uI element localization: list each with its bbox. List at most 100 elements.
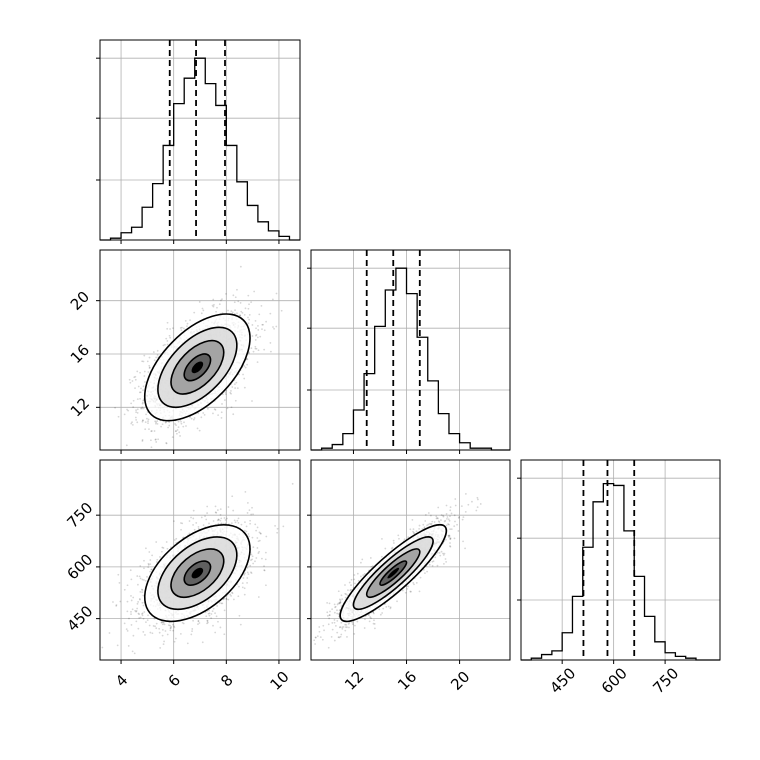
scatter-point bbox=[126, 600, 129, 603]
scatter-point bbox=[247, 533, 250, 535]
scatter-point bbox=[445, 524, 448, 527]
scatter-point bbox=[141, 612, 144, 615]
scatter-point bbox=[255, 333, 258, 336]
scatter-point bbox=[135, 419, 138, 421]
scatter-point bbox=[214, 511, 217, 514]
scatter-point bbox=[141, 438, 144, 441]
scatter-point bbox=[418, 524, 421, 527]
scatter-point bbox=[131, 608, 134, 611]
density-panel-2-3: 12 16 20 bbox=[307, 459, 511, 694]
scatter-point bbox=[248, 318, 251, 321]
scatter-point bbox=[166, 340, 169, 342]
scatter-point bbox=[142, 617, 145, 620]
scatter-point bbox=[144, 428, 147, 431]
scatter-point bbox=[151, 430, 153, 432]
scatter-point bbox=[232, 413, 235, 416]
scatter-point bbox=[143, 375, 146, 377]
density-peak bbox=[191, 567, 204, 579]
scatter-point bbox=[147, 422, 149, 425]
scatter-point bbox=[232, 598, 235, 601]
scatter-point bbox=[346, 594, 349, 597]
scatter-point bbox=[156, 558, 159, 561]
scatter-point bbox=[327, 646, 330, 649]
scatter-point bbox=[442, 552, 444, 555]
scatter-point bbox=[158, 631, 161, 634]
scatter-point bbox=[243, 365, 246, 367]
scatter-point bbox=[216, 306, 218, 309]
scatter-point bbox=[126, 629, 129, 632]
scatter-point bbox=[247, 307, 250, 310]
scatter-point bbox=[175, 537, 178, 540]
scatter-point bbox=[144, 381, 146, 383]
scatter-point bbox=[133, 376, 136, 379]
scatter-point bbox=[141, 360, 144, 363]
scatter-point bbox=[150, 568, 153, 571]
scatter-point bbox=[131, 423, 134, 426]
scatter-point bbox=[136, 607, 139, 610]
scatter-point bbox=[223, 633, 226, 636]
scatter-point bbox=[147, 418, 150, 421]
scatter-point bbox=[204, 611, 207, 614]
scatter-point bbox=[119, 600, 122, 603]
scatter-point bbox=[183, 421, 185, 424]
scatter-point bbox=[130, 613, 132, 616]
scatter-point bbox=[135, 409, 137, 412]
scatter-point bbox=[130, 595, 132, 597]
scatter-point bbox=[156, 420, 159, 422]
scatter-point bbox=[257, 329, 260, 331]
axes-frame bbox=[310, 249, 511, 451]
scatter-point bbox=[150, 430, 153, 433]
scatter-point bbox=[427, 512, 430, 514]
scatter-point bbox=[338, 636, 341, 639]
scatter-point bbox=[158, 627, 161, 630]
scatter-point bbox=[351, 623, 354, 626]
scatter-point bbox=[147, 371, 150, 373]
scatter-point bbox=[212, 412, 214, 415]
scatter-point bbox=[137, 583, 139, 586]
scatter-point bbox=[233, 519, 236, 522]
scatter-point bbox=[141, 406, 144, 409]
scatter-point bbox=[152, 625, 155, 627]
scatter-point bbox=[251, 558, 253, 561]
scatter-point bbox=[180, 422, 183, 425]
scatter-point bbox=[246, 571, 249, 574]
scatter-point bbox=[134, 375, 137, 378]
scatter-point bbox=[241, 311, 244, 314]
scatter-point bbox=[131, 421, 133, 424]
scatter-point bbox=[133, 652, 136, 655]
scatter-point bbox=[130, 624, 133, 626]
scatter-point bbox=[249, 519, 252, 522]
scatter-point bbox=[211, 304, 214, 307]
scatter-point bbox=[144, 421, 147, 424]
scatter-point bbox=[123, 588, 126, 591]
scatter-point bbox=[157, 438, 160, 441]
scatter-point bbox=[265, 535, 268, 538]
scatter-point bbox=[153, 430, 156, 432]
scatter-point bbox=[250, 347, 253, 350]
scatter-point bbox=[112, 601, 114, 603]
scatter-point bbox=[398, 537, 400, 540]
scatter-point bbox=[239, 314, 242, 317]
scatter-point bbox=[159, 556, 161, 558]
histogram-step-line bbox=[311, 267, 510, 451]
scatter-point bbox=[189, 319, 191, 322]
scatter-point bbox=[141, 401, 144, 404]
scatter-point bbox=[230, 406, 233, 409]
scatter-point bbox=[212, 607, 215, 610]
scatter-point bbox=[156, 349, 159, 352]
scatter-point bbox=[173, 640, 176, 643]
scatter-point bbox=[220, 417, 223, 419]
scatter-point bbox=[174, 637, 177, 640]
scatter-point bbox=[246, 581, 248, 584]
scatter-point bbox=[274, 524, 276, 527]
scatter-point bbox=[442, 515, 445, 518]
scatter-point bbox=[219, 519, 222, 522]
scatter-point bbox=[198, 429, 201, 432]
scatter-point bbox=[145, 547, 147, 550]
scatter-point bbox=[226, 517, 228, 520]
scatter-point bbox=[280, 309, 283, 312]
scatter-point bbox=[123, 622, 126, 625]
scatter-point bbox=[138, 391, 141, 394]
